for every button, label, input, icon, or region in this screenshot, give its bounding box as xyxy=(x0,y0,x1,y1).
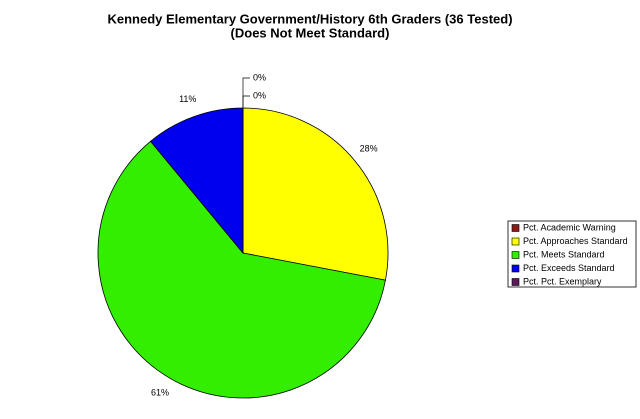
value-label: 28% xyxy=(360,143,378,153)
pie-slice xyxy=(150,107,244,255)
legend-swatch xyxy=(511,264,520,273)
leader-line xyxy=(242,95,250,108)
legend-label: Pct. Pct. Exemplary xyxy=(523,276,602,286)
legend-swatch xyxy=(511,237,520,246)
legend-label: Pct. Approaches Standard xyxy=(523,236,628,246)
legend-label: Pct. Exceeds Standard xyxy=(523,263,615,273)
legend-swatch xyxy=(511,224,520,232)
pie-slice xyxy=(242,107,389,281)
value-label: 61% xyxy=(151,388,169,398)
legend-label: Pct. Academic Warning xyxy=(523,222,616,232)
legend-swatch xyxy=(511,278,520,286)
leader-line xyxy=(242,77,250,108)
chart-subtitle: (Does Not Meet Standard) xyxy=(231,25,390,40)
chart-title: Kennedy Elementary Government/History 6t… xyxy=(107,11,512,26)
legend-label: Pct. Meets Standard xyxy=(523,249,605,259)
pie-slice xyxy=(97,140,386,399)
value-label: 0% xyxy=(253,72,266,82)
value-label: 11% xyxy=(179,94,196,104)
legend-box xyxy=(507,220,637,288)
value-label: 0% xyxy=(253,90,266,100)
legend-swatch xyxy=(511,251,520,259)
